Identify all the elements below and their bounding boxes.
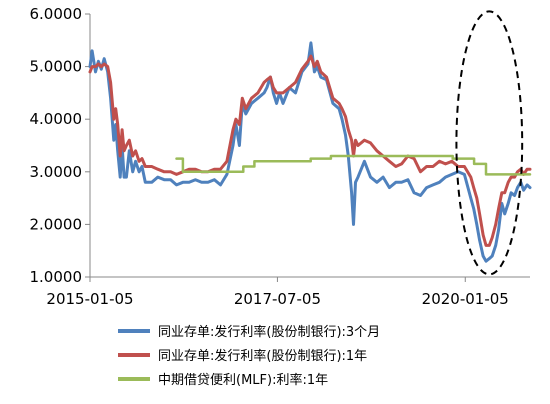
highlight-ellipse	[455, 10, 524, 276]
annotation-layer	[455, 10, 524, 276]
x-tick-label: 2017-07-05	[234, 290, 321, 308]
y-tick-label: 2.0000	[30, 215, 83, 233]
series-line-0	[88, 41, 532, 263]
legend-label-0: 同业存单:发行利率(股份制银行):3个月	[158, 324, 380, 340]
legend: 同业存单:发行利率(股份制银行):3个月同业存单:发行利率(股份制银行):1年中…	[118, 324, 380, 388]
x-tick-label: 2015-01-05	[46, 290, 133, 308]
legend-label-2: 中期借贷便利(MLF):利率:1年	[158, 372, 328, 388]
y-tick-label: 5.0000	[30, 58, 83, 76]
x-tick-label: 2020-01-05	[422, 290, 509, 308]
x-axis: 2015-01-05 2017-07-05 2020-01-05	[46, 276, 530, 308]
legend-label-1: 同业存单:发行利率(股份制银行):1年	[158, 348, 367, 364]
series-layer	[88, 41, 532, 263]
y-axis: 1.0000 2.0000 3.0000 4.0000 5.0000 6.0000	[30, 5, 91, 286]
y-tick-label: 3.0000	[30, 163, 83, 181]
y-tick-label: 1.0000	[30, 268, 83, 286]
series-line-1	[88, 54, 532, 247]
y-tick-label: 4.0000	[30, 110, 83, 128]
series-line-2	[175, 154, 532, 176]
y-tick-label: 6.0000	[30, 5, 83, 23]
